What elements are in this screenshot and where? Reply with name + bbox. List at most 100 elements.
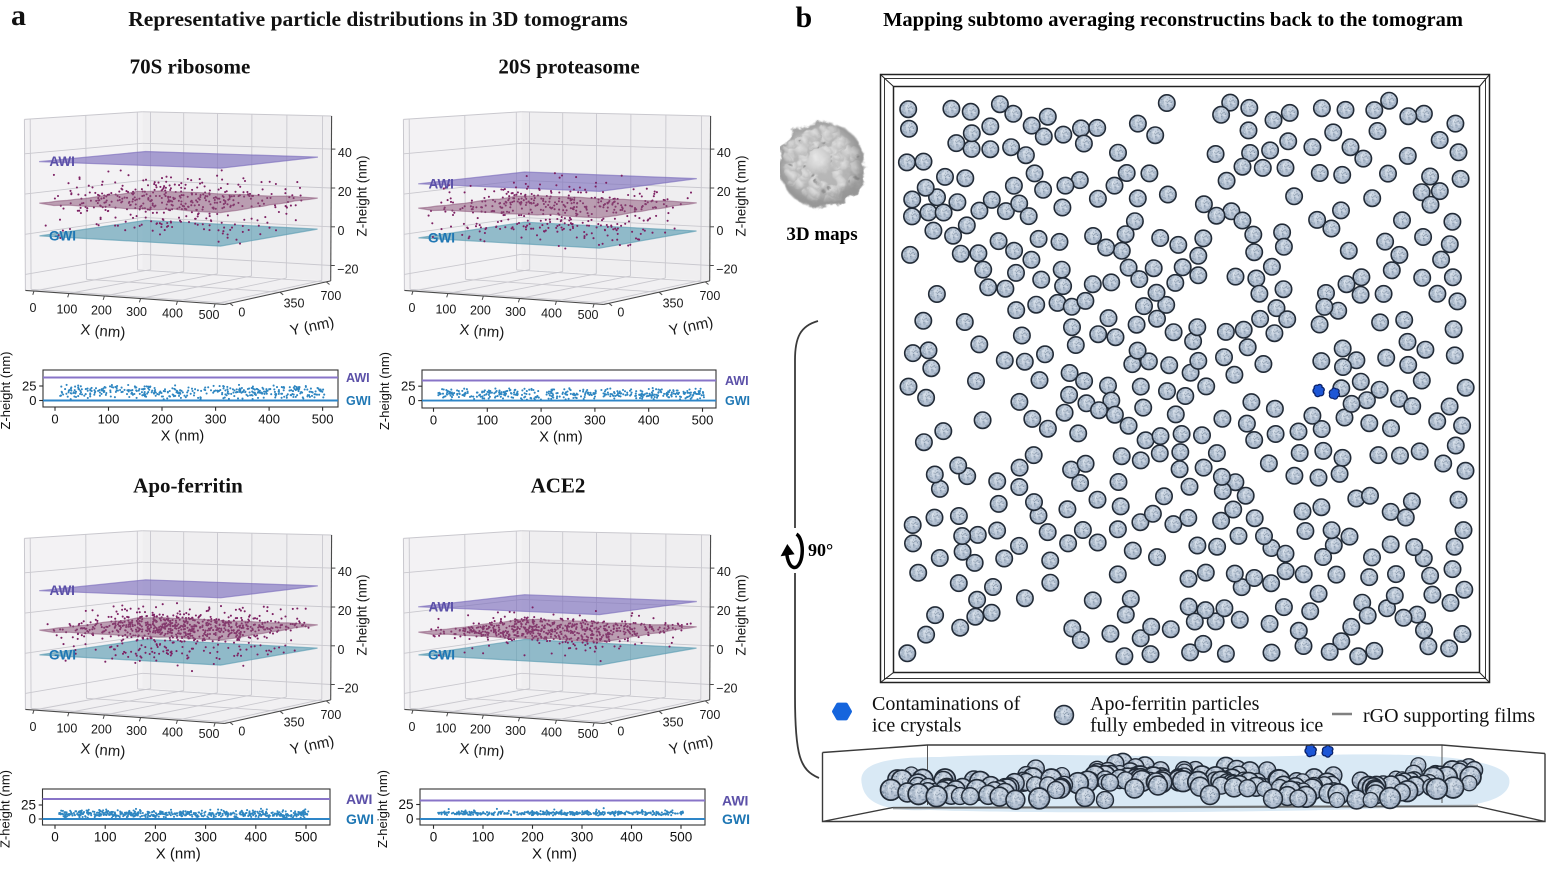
svg-text:400: 400 <box>245 830 268 845</box>
svg-text:GWI: GWI <box>725 394 750 408</box>
svg-text:25: 25 <box>21 797 36 812</box>
svg-text:500: 500 <box>578 308 599 322</box>
svg-text:20S proteasome: 20S proteasome <box>498 55 639 79</box>
svg-text:AWI: AWI <box>725 374 749 388</box>
svg-text:200: 200 <box>470 304 491 318</box>
svg-text:AWI: AWI <box>49 583 75 598</box>
svg-text:rGO supporting films: rGO supporting films <box>1363 705 1535 727</box>
svg-text:40: 40 <box>717 146 731 160</box>
svg-text:700: 700 <box>699 708 720 722</box>
svg-text:Z-height (nm): Z-height (nm) <box>0 770 13 848</box>
svg-text:90°: 90° <box>808 540 833 560</box>
svg-text:Apo-ferritin particles: Apo-ferritin particles <box>1090 693 1260 715</box>
svg-text:300: 300 <box>126 305 147 319</box>
svg-text:Contaminations of: Contaminations of <box>872 693 1021 715</box>
svg-text:3D maps: 3D maps <box>786 224 857 245</box>
svg-text:X (nm): X (nm) <box>459 321 505 341</box>
svg-text:X (nm): X (nm) <box>459 740 505 760</box>
svg-text:200: 200 <box>470 723 491 737</box>
svg-text:−20: −20 <box>337 263 358 277</box>
svg-text:200: 200 <box>521 830 544 845</box>
svg-text:GWI: GWI <box>49 228 76 243</box>
svg-text:0: 0 <box>51 412 58 427</box>
svg-text:Mapping subtomo averaging reco: Mapping subtomo averaging reconstructins… <box>883 9 1463 31</box>
svg-text:300: 300 <box>205 412 227 427</box>
svg-text:X (nm): X (nm) <box>161 429 205 445</box>
svg-text:X (nm): X (nm) <box>532 846 577 863</box>
svg-text:Y (nm): Y (nm) <box>667 314 714 340</box>
svg-text:40: 40 <box>338 565 352 579</box>
svg-text:100: 100 <box>56 721 77 735</box>
svg-text:350: 350 <box>663 716 684 730</box>
svg-text:700: 700 <box>320 289 341 303</box>
svg-text:AWI: AWI <box>722 793 748 809</box>
svg-text:AWI: AWI <box>49 154 75 169</box>
svg-text:Apo-ferritin: Apo-ferritin <box>133 474 243 498</box>
svg-text:25: 25 <box>401 379 415 394</box>
svg-text:0: 0 <box>51 830 59 845</box>
svg-text:0: 0 <box>30 301 37 315</box>
svg-text:0: 0 <box>430 830 438 845</box>
svg-text:200: 200 <box>151 412 173 427</box>
svg-text:ice crystals: ice crystals <box>872 715 962 737</box>
svg-text:Z-height (nm): Z-height (nm) <box>734 155 749 236</box>
svg-text:200: 200 <box>530 413 552 428</box>
svg-text:300: 300 <box>505 305 526 319</box>
svg-text:300: 300 <box>571 830 594 845</box>
svg-text:Z-height (nm): Z-height (nm) <box>0 351 13 429</box>
svg-text:400: 400 <box>162 307 183 321</box>
svg-text:40: 40 <box>338 146 352 160</box>
svg-text:−20: −20 <box>337 682 358 696</box>
svg-text:100: 100 <box>472 830 495 845</box>
svg-text:300: 300 <box>584 413 606 428</box>
svg-text:0: 0 <box>238 306 245 320</box>
svg-text:500: 500 <box>692 413 714 428</box>
svg-text:Z-height (nm): Z-height (nm) <box>375 770 390 848</box>
svg-text:0: 0 <box>238 725 245 739</box>
svg-text:Z-height (nm): Z-height (nm) <box>734 574 749 655</box>
svg-text:350: 350 <box>663 297 684 311</box>
svg-text:0: 0 <box>617 725 624 739</box>
svg-text:0: 0 <box>30 720 37 734</box>
svg-text:0: 0 <box>338 224 345 238</box>
svg-text:GWI: GWI <box>722 811 750 827</box>
svg-text:200: 200 <box>144 830 167 845</box>
svg-text:Z-height (nm): Z-height (nm) <box>377 352 392 430</box>
svg-text:25: 25 <box>398 797 413 812</box>
svg-text:500: 500 <box>199 308 220 322</box>
svg-text:100: 100 <box>476 413 498 428</box>
svg-text:0: 0 <box>617 306 624 320</box>
svg-text:20: 20 <box>338 185 352 199</box>
svg-text:20: 20 <box>717 185 731 199</box>
svg-text:0: 0 <box>717 224 724 238</box>
svg-text:AWI: AWI <box>428 176 454 191</box>
svg-text:AWI: AWI <box>346 371 370 385</box>
svg-text:200: 200 <box>91 304 112 318</box>
svg-text:350: 350 <box>284 297 305 311</box>
svg-text:500: 500 <box>670 830 693 845</box>
svg-text:b: b <box>796 1 813 34</box>
svg-text:GWI: GWI <box>428 230 455 245</box>
svg-text:X (nm): X (nm) <box>156 846 201 863</box>
svg-text:350: 350 <box>284 716 305 730</box>
svg-text:400: 400 <box>162 726 183 740</box>
svg-text:20: 20 <box>338 604 352 618</box>
svg-text:400: 400 <box>638 413 660 428</box>
svg-text:−20: −20 <box>716 682 737 696</box>
svg-text:X (nm): X (nm) <box>539 430 583 446</box>
svg-text:300: 300 <box>505 724 526 738</box>
svg-text:0: 0 <box>717 643 724 657</box>
svg-text:Representative particle distri: Representative particle distributions in… <box>128 7 627 31</box>
svg-text:100: 100 <box>435 721 456 735</box>
svg-text:X (nm): X (nm) <box>80 321 126 341</box>
svg-text:X (nm): X (nm) <box>80 740 126 760</box>
svg-text:fully embeded in vitreous ice: fully embeded in vitreous ice <box>1090 715 1323 737</box>
svg-text:0: 0 <box>28 811 36 826</box>
svg-text:Y (nm): Y (nm) <box>288 733 335 759</box>
svg-text:0: 0 <box>409 720 416 734</box>
svg-text:GWI: GWI <box>428 647 455 662</box>
svg-text:500: 500 <box>312 412 334 427</box>
svg-text:25: 25 <box>22 378 36 393</box>
svg-text:400: 400 <box>620 830 643 845</box>
svg-text:−20: −20 <box>716 263 737 277</box>
